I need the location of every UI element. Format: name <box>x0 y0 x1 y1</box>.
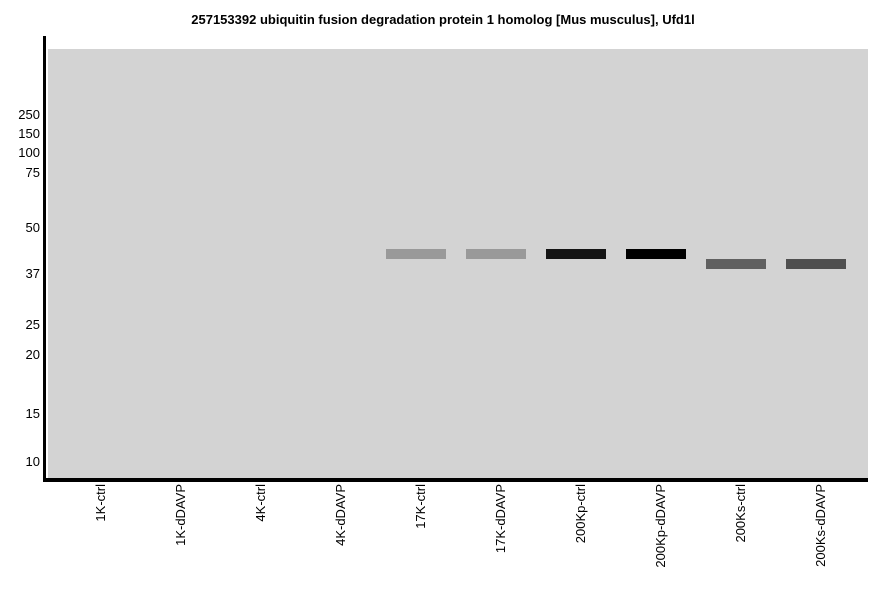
x-tick-label-4k-ddavp: 4K-dDAVP <box>333 484 348 546</box>
band-200ks-ctrl <box>706 259 766 269</box>
y-tick-label-37: 37 <box>25 266 40 281</box>
y-tick-label-25: 25 <box>25 317 40 332</box>
x-tick-label-4k-ctrl: 4K-ctrl <box>253 484 268 522</box>
y-tick-label-100: 100 <box>18 145 40 160</box>
y-tick-label-250: 250 <box>18 107 40 122</box>
y-tick-label-150: 150 <box>18 126 40 141</box>
x-tick-label-1k-ctrl: 1K-ctrl <box>93 484 108 522</box>
y-tick-label-20: 20 <box>25 347 40 362</box>
x-tick-label-200ks-ddavp: 200Ks-dDAVP <box>813 484 828 567</box>
x-tick-label-1k-ddavp: 1K-dDAVP <box>173 484 188 546</box>
x-tick-label-200kp-ctrl: 200Kp-ctrl <box>573 484 588 544</box>
y-tick-label-75: 75 <box>25 165 40 180</box>
band-17k-ctrl <box>386 249 446 259</box>
x-axis-line <box>43 478 868 482</box>
x-tick-label-200ks-ctrl: 200Ks-ctrl <box>733 484 748 543</box>
y-tick-label-50: 50 <box>25 220 40 235</box>
y-tick-label-10: 10 <box>25 454 40 469</box>
y-tick-label-15: 15 <box>25 406 40 421</box>
x-tick-label-17k-ctrl: 17K-ctrl <box>413 484 428 529</box>
band-200kp-ddavp <box>626 249 686 259</box>
figure-title: 257153392 ubiquitin fusion degradation p… <box>191 12 695 27</box>
band-17k-ddavp <box>466 249 526 259</box>
x-tick-label-200kp-ddavp: 200Kp-dDAVP <box>653 484 668 568</box>
band-200kp-ctrl <box>546 249 606 259</box>
y-axis-line <box>43 36 46 482</box>
band-200ks-ddavp <box>786 259 846 269</box>
x-tick-label-17k-ddavp: 17K-dDAVP <box>493 484 508 554</box>
